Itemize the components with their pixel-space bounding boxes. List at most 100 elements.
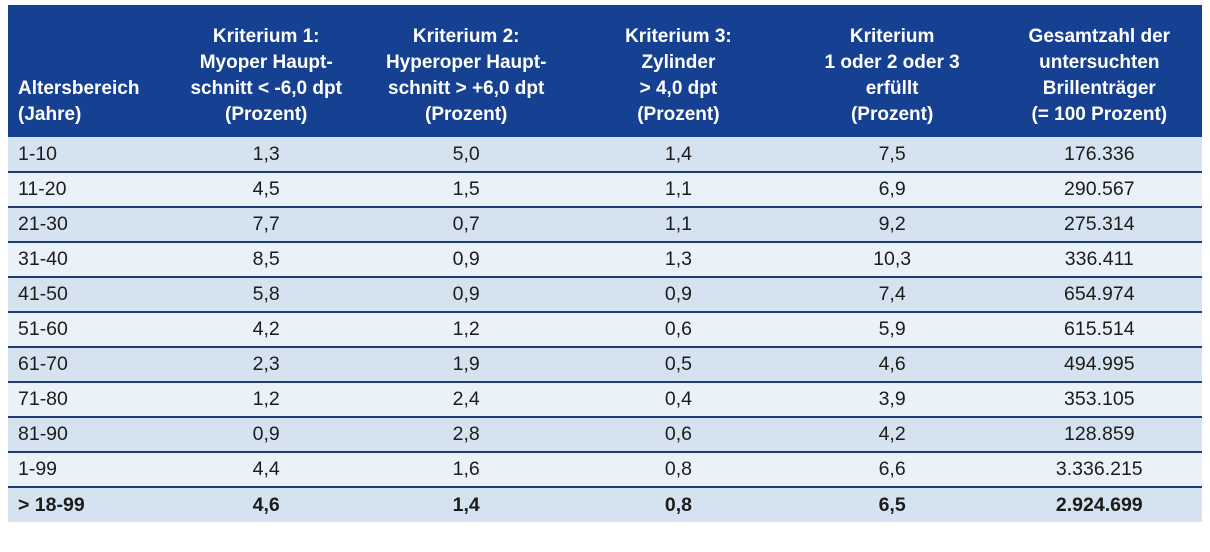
table-row: 1-99 4,4 1,6 0,8 6,6 3.336.215: [8, 452, 1202, 487]
table-cell: 6,9: [878, 178, 906, 200]
table-cell: 336.411: [1064, 248, 1134, 270]
table-cell: 0,9: [452, 248, 480, 270]
table-cell: 5,8: [252, 283, 280, 305]
table-row: 61-70 2,3 1,9 0,5 4,6 494.995: [8, 347, 1202, 382]
table-cell: 1-99: [18, 458, 58, 480]
column-header-kriterium-3: Kriterium 3: Zylinder > 4,0 dpt (Prozent…: [569, 5, 788, 137]
header-line: Kriterium 2:: [412, 26, 520, 47]
table-cell: 275.314: [1064, 213, 1135, 235]
column-header-kriterium-1-2-3: Kriterium 1 oder 2 oder 3 erfüllt (Proze…: [787, 5, 997, 137]
header-line: (Prozent): [850, 104, 934, 125]
table-cell: 9,2: [878, 213, 906, 235]
table-cell: 81-90: [18, 423, 68, 445]
table-row: 81-90 0,9 2,8 0,6 4,2 128.859: [8, 417, 1202, 452]
table-cell: 1,4: [452, 493, 480, 516]
header-line: (Prozent): [637, 104, 720, 125]
header-line: 1 oder 2 oder 3: [824, 52, 960, 73]
header-line: erfüllt: [865, 78, 919, 99]
table-cell: 353.105: [1064, 388, 1135, 410]
header-line: Kriterium 1:: [212, 26, 320, 47]
table-body: 1-10 1,3 5,0 1,4 7,5 176.336 11-20 4,5 1…: [8, 137, 1202, 522]
table-container: Altersbereich (Jahre) Kriterium 1: Myope…: [8, 5, 1202, 522]
table-cell: 1,5: [452, 178, 480, 200]
table-cell: 41-50: [18, 283, 68, 305]
table-cell: 1,9: [452, 353, 480, 375]
table-cell: 494.995: [1064, 353, 1135, 375]
header-line: schnitt > +6,0 dpt: [388, 78, 545, 99]
table-cell: 4,6: [252, 493, 280, 516]
table-cell: 4,5: [252, 178, 280, 200]
column-header-gesamtzahl: Gesamtzahl der untersuchten Brillenträge…: [996, 5, 1202, 137]
header-line: Brillenträger: [1042, 78, 1156, 99]
table-cell: 1,4: [664, 142, 692, 165]
column-header-altersbereich: Altersbereich (Jahre): [8, 5, 170, 137]
table-cell: 6,5: [878, 493, 906, 516]
header-line: Zylinder: [641, 52, 716, 73]
table-row: 51-60 4,2 1,2 0,6 5,9 615.514: [8, 312, 1202, 347]
table-cell: 0,8: [664, 458, 692, 480]
table-cell: 71-80: [18, 388, 68, 410]
table-row: 71-80 1,2 2,4 0,4 3,9 353.105: [8, 382, 1202, 417]
header-line: Myoper Haupt-: [199, 52, 333, 73]
table-cell: 21-30: [18, 213, 68, 235]
header-line: (Prozent): [225, 104, 308, 125]
table-cell: 0,9: [452, 283, 480, 305]
header-line: schnitt < -6,0 dpt: [190, 78, 342, 99]
table-row-total: > 18-99 4,6 1,4 0,8 6,5 2.924.699: [8, 487, 1202, 522]
table-cell: > 18-99: [18, 493, 85, 516]
table-cell: 31-40: [18, 248, 68, 270]
header-line: (= 100 Prozent): [1031, 104, 1168, 125]
table-cell: 128.859: [1064, 423, 1135, 445]
header-line: Kriterium 3:: [625, 26, 732, 47]
table-cell: 61-70: [18, 353, 68, 375]
header-line: Kriterium: [849, 26, 935, 47]
table-cell: 1,1: [664, 213, 692, 235]
header-line: Hyperoper Haupt-: [385, 52, 547, 73]
table-cell: 1,1: [664, 178, 692, 200]
table-cell: 8,5: [252, 248, 280, 270]
table-cell: 4,2: [878, 423, 906, 445]
table-cell: 10,3: [873, 248, 912, 270]
header-line: (Prozent): [425, 104, 508, 125]
table-cell: 654.974: [1064, 283, 1135, 305]
table-cell: 1-10: [18, 142, 58, 165]
table-cell: 615.514: [1064, 318, 1135, 340]
header-line: (Jahre): [18, 104, 82, 125]
table-cell: 0,9: [252, 423, 280, 445]
header-line: untersuchten: [1039, 52, 1160, 73]
table-cell: 1,3: [664, 248, 692, 270]
table-cell: 1,6: [452, 458, 480, 480]
table-cell: 2,8: [452, 423, 480, 445]
table-cell: 1,2: [252, 388, 280, 410]
table-cell: 7,5: [878, 142, 906, 165]
table-cell: 176.336: [1064, 142, 1135, 165]
table-row: 41-50 5,8 0,9 0,9 7,4 654.974: [8, 277, 1202, 312]
table-cell: 0,9: [664, 283, 692, 305]
table-cell: 3,9: [878, 388, 906, 410]
table-row: 11-20 4,5 1,5 1,1 6,9 290.567: [8, 172, 1202, 207]
header-line: Altersbereich: [18, 78, 140, 99]
table-cell: 290.567: [1064, 178, 1135, 200]
column-header-kriterium-2: Kriterium 2: Hyperoper Haupt- schnitt > …: [363, 5, 570, 137]
table-header: Altersbereich (Jahre) Kriterium 1: Myope…: [8, 5, 1202, 137]
table-cell: 0,8: [664, 493, 692, 516]
header-line: Gesamtzahl der: [1028, 26, 1171, 47]
table-cell: 7,4: [878, 283, 906, 305]
table-cell: 1,3: [252, 142, 280, 165]
table-cell: 4,4: [252, 458, 280, 480]
table-cell: 6,6: [878, 458, 906, 480]
table-cell: 4,6: [878, 353, 906, 375]
table-cell: 4,2: [252, 318, 280, 340]
table-row: 1-10 1,3 5,0 1,4 7,5 176.336: [8, 137, 1202, 172]
table-cell: 0,5: [664, 353, 692, 375]
table-cell: 5,9: [878, 318, 906, 340]
column-header-kriterium-1: Kriterium 1: Myoper Haupt- schnitt < -6,…: [169, 5, 364, 137]
table-cell: 0,6: [664, 318, 692, 340]
table-cell: 0,7: [452, 213, 480, 235]
table-cell: 3.336.215: [1055, 458, 1143, 480]
table-cell: 2,4: [452, 388, 480, 410]
table-row: 21-30 7,7 0,7 1,1 9,2 275.314: [8, 207, 1202, 242]
table-cell: 0,4: [664, 388, 692, 410]
table-cell: 7,7: [252, 213, 280, 235]
header-line: > 4,0 dpt: [639, 78, 718, 99]
